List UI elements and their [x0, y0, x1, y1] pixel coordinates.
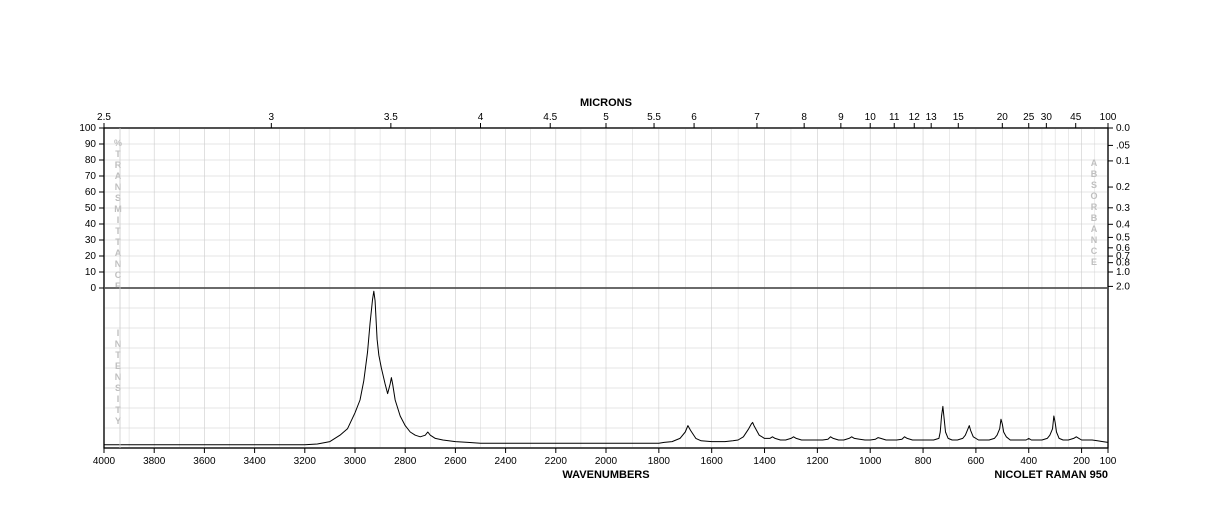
micron-tick-label: 9 [838, 112, 844, 123]
transmittance-tick-label: 40 [85, 219, 97, 230]
transmittance-tick-label: 30 [85, 235, 97, 246]
svg-text:C: C [1091, 246, 1098, 256]
svg-text:N: N [1091, 235, 1098, 245]
wavenumber-tick-label: 3600 [193, 456, 216, 467]
transmittance-tick-label: 10 [85, 267, 97, 278]
svg-text:M: M [114, 204, 122, 214]
absorbance-tick-label: 0.3 [1116, 203, 1130, 214]
micron-tick-label: 5 [603, 112, 609, 123]
transmittance-tick-label: 100 [79, 123, 96, 134]
wavenumber-tick-label: 1400 [753, 456, 776, 467]
svg-text:C: C [115, 270, 122, 280]
transmittance-tick-label: 70 [85, 171, 97, 182]
transmittance-tick-label: 80 [85, 155, 97, 166]
absorbance-tick-label: 0.4 [1116, 219, 1130, 230]
wavenumber-tick-label: 3400 [243, 456, 266, 467]
wavenumber-tick-label: 800 [915, 456, 932, 467]
micron-tick-label: 45 [1070, 112, 1082, 123]
svg-text:I: I [117, 394, 120, 404]
micron-tick-label: 3.5 [384, 112, 398, 123]
micron-tick-label: 13 [926, 112, 938, 123]
spectrum-chart: 2.533.544.555.56789101112131520253045100… [0, 0, 1224, 528]
micron-tick-label: 25 [1023, 112, 1035, 123]
absorbance-tick-label: .05 [1116, 140, 1130, 151]
svg-text:R: R [115, 160, 122, 170]
svg-text:A: A [115, 171, 122, 181]
micron-tick-label: 12 [909, 112, 921, 123]
micron-tick-label: 4 [478, 112, 484, 123]
micron-tick-label: 8 [801, 112, 807, 123]
transmittance-tick-label: 0 [90, 283, 96, 294]
micron-tick-label: 7 [754, 112, 760, 123]
wavenumber-tick-label: 2200 [545, 456, 568, 467]
svg-text:I: I [117, 215, 120, 225]
micron-tick-label: 10 [865, 112, 877, 123]
micron-tick-label: 3 [269, 112, 275, 123]
wavenumber-tick-label: 2000 [595, 456, 618, 467]
wavenumber-tick-label: 2600 [444, 456, 467, 467]
micron-tick-label: 6 [691, 112, 697, 123]
wavenumber-tick-label: 3800 [143, 456, 166, 467]
svg-text:E: E [1091, 257, 1097, 267]
absorbance-tick-label: 1.0 [1116, 267, 1130, 278]
micron-tick-label: 2.5 [97, 112, 111, 123]
absorbance-tick-label: 0.5 [1116, 232, 1130, 243]
wavenumber-tick-label: 3200 [294, 456, 317, 467]
transmittance-tick-label: 60 [85, 187, 97, 198]
micron-tick-label: 15 [953, 112, 965, 123]
wavenumber-tick-label: 1600 [701, 456, 724, 467]
wavenumber-tick-label: 1200 [806, 456, 829, 467]
micron-tick-label: 11 [889, 112, 900, 123]
svg-text:%: % [114, 138, 122, 148]
wavenumber-axis-title: WAVENUMBERS [562, 469, 649, 481]
absorbance-tick-label: 0.1 [1116, 156, 1130, 167]
svg-text:B: B [1091, 169, 1098, 179]
svg-text:A: A [1091, 158, 1098, 168]
svg-text:B: B [1091, 213, 1098, 223]
svg-text:O: O [1090, 191, 1097, 201]
wavenumber-tick-label: 600 [968, 456, 985, 467]
wavenumber-tick-label: 400 [1020, 456, 1037, 467]
wavenumber-tick-label: 2400 [494, 456, 517, 467]
micron-tick-label: 4.5 [543, 112, 557, 123]
absorbance-side-label: ABSORBANCE [1090, 158, 1097, 267]
microns-axis-title: MICRONS [580, 97, 632, 109]
transmittance-tick-label: 50 [85, 203, 97, 214]
transmittance-tick-label: 90 [85, 139, 97, 150]
wavenumber-tick-label: 1000 [859, 456, 882, 467]
micron-tick-label: 30 [1041, 112, 1053, 123]
absorbance-tick-label: 0.2 [1116, 182, 1130, 193]
micron-tick-label: 5.5 [647, 112, 661, 123]
svg-text:A: A [1091, 224, 1098, 234]
svg-text:A: A [115, 248, 122, 258]
wavenumber-tick-label: 1800 [648, 456, 671, 467]
wavenumber-tick-label: 3000 [344, 456, 367, 467]
wavenumber-tick-label: 4000 [93, 456, 116, 467]
transmittance-tick-label: 20 [85, 251, 97, 262]
svg-text:S: S [1091, 180, 1097, 190]
wavenumber-tick-label: 2800 [394, 456, 417, 467]
absorbance-tick-label: 2.0 [1116, 281, 1130, 292]
svg-text:I: I [117, 328, 120, 338]
micron-tick-label: 20 [997, 112, 1009, 123]
absorbance-tick-label: 0.0 [1116, 123, 1130, 134]
micron-tick-label: 100 [1100, 112, 1117, 123]
wavenumber-tick-label: 200 [1073, 456, 1090, 467]
instrument-brand: NICOLET RAMAN 950 [994, 469, 1108, 481]
wavenumber-tick-label: 100 [1100, 456, 1117, 467]
svg-text:R: R [1091, 202, 1098, 212]
